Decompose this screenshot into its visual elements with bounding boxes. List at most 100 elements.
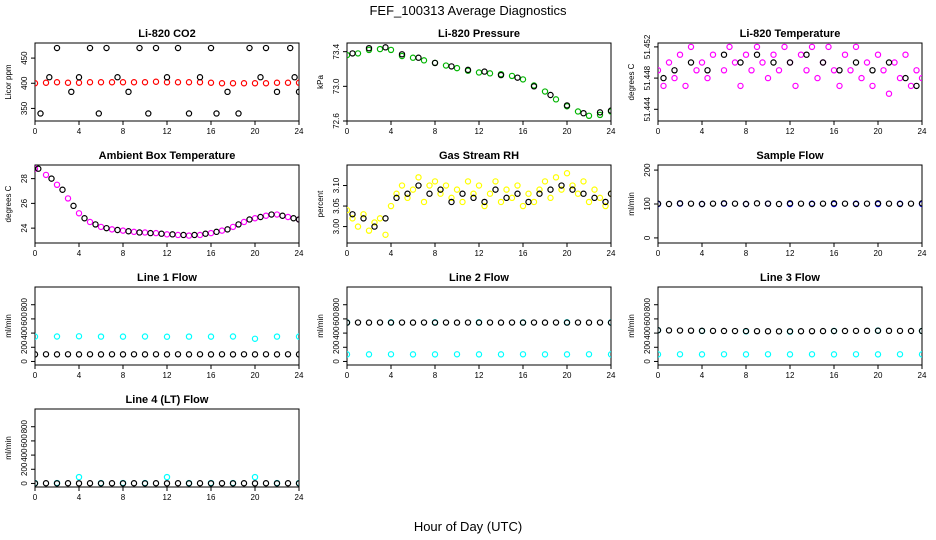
data-point — [174, 44, 182, 52]
data-point — [108, 226, 116, 233]
data-point — [830, 327, 838, 335]
plot-frame — [346, 42, 612, 122]
y-tick-label: 200 — [20, 462, 29, 476]
data-point — [207, 333, 215, 340]
x-tick-label: 16 — [519, 371, 528, 380]
data-point — [687, 59, 695, 66]
data-point — [431, 59, 439, 67]
data-point — [665, 200, 673, 208]
data-point — [753, 327, 761, 335]
y-tick-label: 73.0 — [332, 78, 341, 94]
data-point — [53, 44, 61, 52]
x-tick-label: 0 — [33, 371, 38, 380]
x-tick-label: 4 — [77, 127, 82, 136]
x-tick-label: 4 — [77, 371, 82, 380]
data-point — [240, 80, 248, 87]
data-point — [145, 110, 152, 117]
data-point — [191, 231, 198, 239]
data-point — [130, 480, 138, 487]
data-point — [547, 194, 554, 202]
data-point — [481, 68, 488, 75]
y-tick-label: 200 — [643, 340, 652, 354]
data-point — [748, 67, 755, 74]
data-point — [273, 333, 281, 340]
data-point — [731, 327, 739, 335]
data-point — [720, 67, 728, 74]
x-tick-label: 0 — [345, 127, 350, 136]
data-point — [830, 351, 838, 358]
data-point — [291, 74, 298, 81]
panel-y-axis-label: degrees C — [4, 185, 13, 222]
x-tick-label: 20 — [874, 249, 883, 258]
data-point — [519, 351, 527, 358]
data-point — [136, 44, 143, 52]
data-points — [35, 165, 299, 239]
data-point — [119, 351, 127, 358]
data-point — [896, 200, 904, 208]
x-tick-label: 4 — [77, 249, 82, 258]
data-point — [508, 72, 516, 80]
data-point — [891, 59, 898, 66]
data-point — [569, 182, 576, 189]
panel-y-axis-label: ml/min — [627, 192, 636, 216]
data-point — [753, 51, 761, 58]
panel-title: Gas Stream RH — [439, 150, 519, 162]
x-tick-label: 16 — [207, 493, 216, 502]
data-point — [497, 319, 505, 326]
data-point — [514, 74, 521, 81]
data-point — [114, 74, 121, 81]
data-point — [475, 182, 483, 189]
data-point — [698, 351, 706, 358]
data-point — [459, 190, 466, 197]
data-point — [35, 351, 39, 358]
data-point — [896, 327, 904, 335]
data-point — [731, 59, 739, 66]
data-point — [431, 319, 439, 326]
data-point — [224, 226, 231, 233]
data-point — [185, 110, 193, 117]
data-point — [97, 480, 105, 487]
data-point — [918, 200, 922, 207]
y-tick-label: 0 — [20, 359, 29, 364]
data-point — [86, 79, 94, 86]
data-point — [284, 79, 292, 86]
data-point — [420, 57, 428, 64]
panel-y-axis-label: ml/min — [4, 314, 13, 338]
data-point — [709, 200, 717, 207]
data-point — [262, 212, 270, 219]
data-point — [880, 67, 887, 74]
data-point — [797, 328, 805, 335]
data-point — [869, 67, 876, 74]
panel-title: Li-820 CO2 — [138, 28, 195, 40]
data-point — [53, 181, 61, 189]
data-point — [81, 215, 88, 222]
data-point — [902, 51, 909, 58]
data-point — [720, 51, 728, 58]
data-point — [180, 231, 187, 239]
data-point — [830, 200, 838, 207]
data-point — [841, 327, 849, 335]
x-tick-label: 8 — [744, 127, 749, 136]
x-tick-label: 0 — [345, 371, 350, 380]
data-point — [709, 51, 717, 58]
data-point — [907, 82, 915, 90]
data-point — [240, 218, 248, 226]
x-tick-label: 20 — [563, 371, 572, 380]
data-point — [709, 327, 717, 335]
data-point — [808, 200, 816, 208]
data-point — [698, 327, 706, 335]
data-point — [885, 90, 893, 97]
data-point — [404, 190, 411, 197]
data-point — [75, 210, 83, 217]
data-point — [658, 351, 662, 358]
data-point — [852, 43, 860, 51]
x-tick-label: 0 — [33, 493, 38, 502]
data-point — [759, 59, 766, 66]
x-tick-label: 4 — [77, 493, 82, 502]
data-point — [742, 51, 750, 58]
data-point — [552, 96, 560, 103]
data-point — [42, 171, 50, 179]
plot-frame — [34, 286, 300, 366]
data-point — [841, 51, 849, 58]
data-point — [86, 218, 94, 226]
